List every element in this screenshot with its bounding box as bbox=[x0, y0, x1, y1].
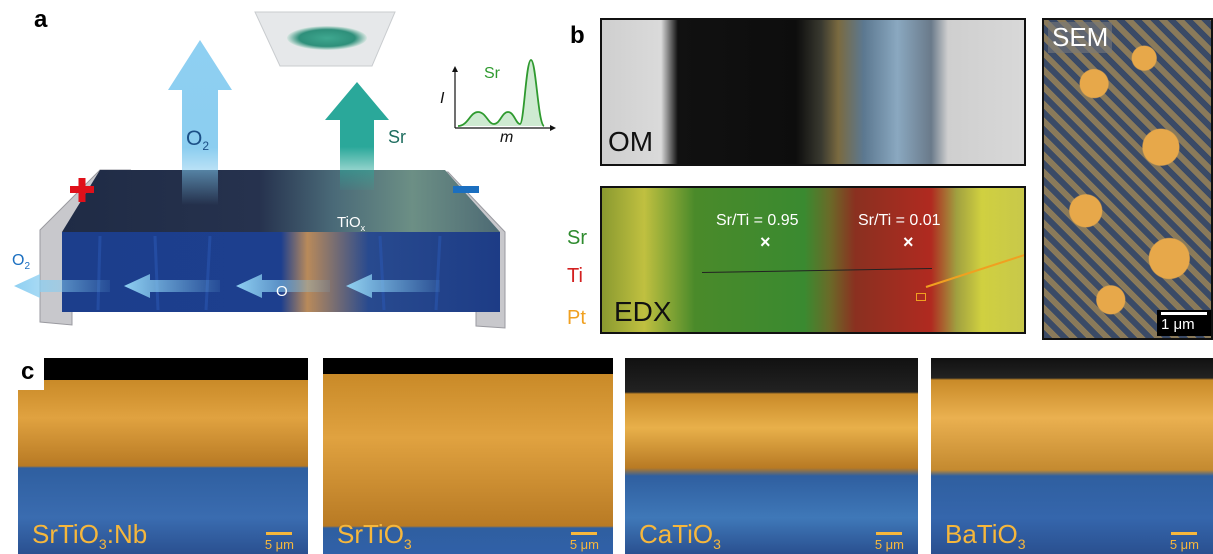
sem-cross-section-4: BaTiO3 5 μm bbox=[931, 358, 1213, 554]
edx-legend-ti: Ti bbox=[567, 265, 583, 287]
marker-left: × bbox=[760, 232, 771, 252]
edx-label: EDX bbox=[614, 296, 672, 327]
sr-spectrum-line bbox=[457, 59, 545, 127]
sample-top bbox=[62, 170, 500, 232]
sem-label: SEM bbox=[1048, 22, 1113, 53]
sem-cross-section-2: SrTiO3 5 μm bbox=[323, 358, 613, 554]
edx-legend-sr: Sr bbox=[567, 227, 587, 249]
sem-cross-section-1-label: SrTiO3:Nb bbox=[32, 518, 148, 552]
sem-cross-section-2-label: SrTiO3 bbox=[337, 518, 412, 552]
zoom-box bbox=[916, 293, 926, 301]
inset-ylabel: I bbox=[440, 90, 445, 107]
panel-a-letter: a bbox=[34, 6, 48, 33]
sample-front bbox=[62, 232, 500, 312]
o2-left-label: O2 bbox=[12, 252, 31, 273]
sr-arrow-label: Sr bbox=[388, 127, 406, 147]
o-label: O bbox=[276, 283, 288, 300]
o2-arrow-up bbox=[168, 40, 232, 205]
inset-xlabel: m bbox=[500, 129, 514, 146]
panel-c-letter-box: c bbox=[18, 358, 44, 390]
edx-legend-pt: Pt bbox=[567, 307, 586, 329]
sem-cross-section-3: CaTiO3 5 μm bbox=[625, 358, 918, 554]
sem-image: SEM 1 μm bbox=[1042, 18, 1213, 340]
sr-deposit bbox=[287, 26, 367, 50]
sem-scale-label: 1 μm bbox=[1161, 316, 1195, 333]
marker-right: × bbox=[903, 232, 914, 252]
sem-cross-section-1: SrTiO3:Nb 5 μm bbox=[18, 358, 308, 554]
plus-v bbox=[78, 178, 86, 202]
edx-image: EDX Sr/Ti = 0.95 Sr/Ti = 0.01 × × bbox=[600, 186, 1026, 334]
inset-spectrum bbox=[452, 59, 556, 131]
sem-scale: 1 μm bbox=[1157, 310, 1211, 336]
sem-cross-section-3-label: CaTiO3 bbox=[639, 518, 721, 552]
device-schematic bbox=[14, 11, 556, 329]
panel-b-letter: b bbox=[570, 22, 585, 49]
sem-cross-section-4-label: BaTiO3 bbox=[945, 518, 1026, 552]
o2-arrow-left bbox=[14, 274, 110, 298]
sem-cross-section-3-scale: 5 μm bbox=[875, 532, 904, 552]
o-arrow-1 bbox=[124, 274, 220, 298]
o-arrow-3 bbox=[346, 274, 440, 298]
sem-cross-section-1-scale: 5 μm bbox=[265, 532, 294, 552]
crack-line bbox=[702, 267, 932, 274]
ratio-left: Sr/Ti = 0.95 bbox=[716, 212, 799, 229]
sem-cross-section-4-scale: 5 μm bbox=[1170, 532, 1199, 552]
tiox-label: TiOx bbox=[337, 214, 366, 233]
panel-c-letter: c bbox=[21, 358, 35, 385]
om-image: OM bbox=[600, 18, 1026, 166]
ratio-right: Sr/Ti = 0.01 bbox=[858, 212, 941, 229]
o-arrow-2 bbox=[236, 274, 330, 298]
minus-sign bbox=[453, 186, 479, 193]
om-label: OM bbox=[608, 126, 654, 157]
zoom-line bbox=[925, 249, 1024, 288]
inset-series-label: Sr bbox=[484, 65, 500, 82]
o2-top-label: O2 bbox=[186, 127, 210, 154]
sr-arrow-up bbox=[325, 82, 389, 190]
sem-cross-section-2-scale: 5 μm bbox=[570, 532, 599, 552]
